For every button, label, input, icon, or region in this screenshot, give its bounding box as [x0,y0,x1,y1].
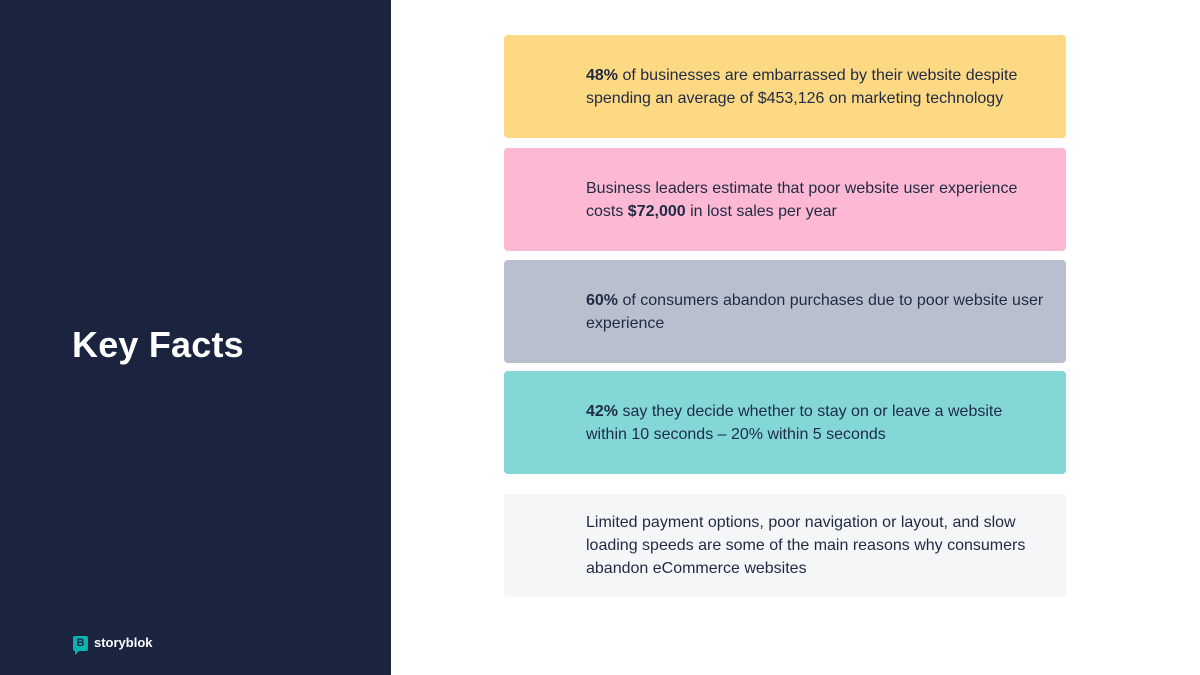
fact-text: Limited payment options, poor navigation… [586,511,1044,580]
fact-card-abandon-reasons: Limited payment options, poor navigation… [504,494,1066,597]
brand-logo: B storyblok [73,635,153,655]
fact-body: of consumers abandon purchases due to po… [586,291,1044,332]
logo-letter: B [76,636,85,649]
fact-body-start: Business leaders estimate that poor webs… [586,179,1018,220]
fact-highlight: 42% [586,402,619,420]
brand-name: storyblok [94,635,153,650]
fact-highlight: 60% [586,291,619,309]
fact-card-abandon-purchases: 60% of consumers abandon purchases due t… [504,260,1066,363]
fact-text: 48% of businesses are embarrassed by the… [586,64,1044,110]
facts-list: 48% of businesses are embarrassed by the… [504,0,1066,675]
fact-card-lost-sales: Business leaders estimate that poor webs… [504,148,1066,251]
fact-body-end: in lost sales per year [685,202,837,220]
page-title: Key Facts [72,324,244,365]
fact-text: 60% of consumers abandon purchases due t… [586,289,1044,335]
fact-card-decision-time: 42% say they decide whether to stay on o… [504,371,1066,474]
fact-body: of businesses are embarrassed by their w… [586,66,1018,107]
fact-body: Limited payment options, poor navigation… [586,514,1026,577]
fact-highlight: 48% [586,66,619,84]
fact-highlight: $72,000 [627,202,686,220]
left-panel: Key Facts B storyblok [0,0,391,675]
fact-body: say they decide whether to stay on or le… [586,402,1003,443]
fact-text: Business leaders estimate that poor webs… [586,177,1044,223]
fact-card-marketing-spend: 48% of businesses are embarrassed by the… [504,35,1066,138]
fact-text: 42% say they decide whether to stay on o… [586,400,1044,446]
storyblok-logo-icon: B [73,635,88,655]
